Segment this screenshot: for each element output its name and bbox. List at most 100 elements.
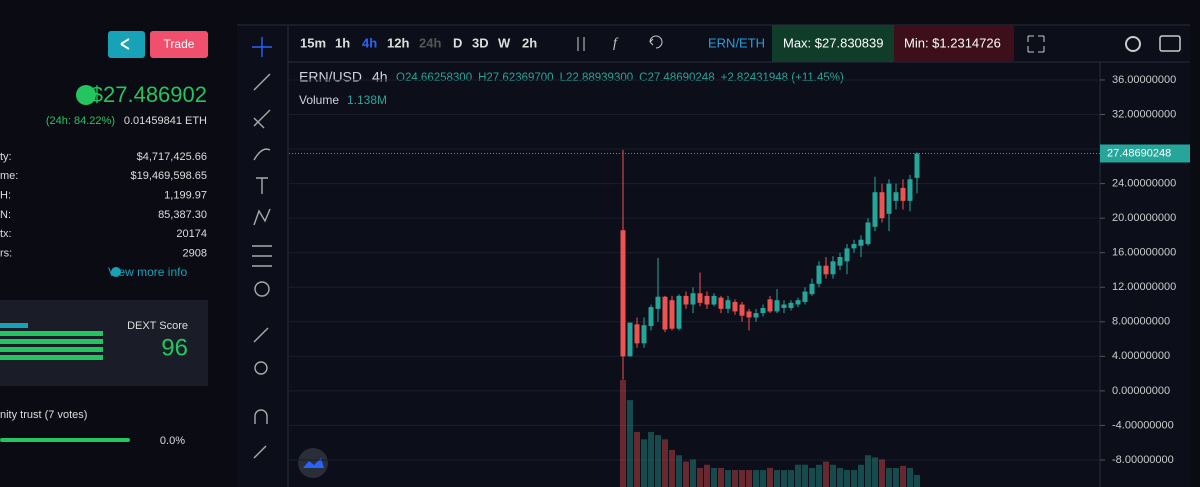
candle-body — [634, 324, 640, 344]
volume-bar — [767, 467, 773, 487]
candle-body — [725, 300, 731, 309]
volume-bar — [893, 467, 899, 487]
volume-bar — [683, 461, 689, 487]
score-bar — [0, 347, 103, 352]
y-tick-label: -4.00000000 — [1112, 419, 1174, 431]
y-tick-label: -8.00000000 — [1112, 454, 1174, 466]
volume-value: 1.138M — [347, 93, 387, 107]
volume-bar — [627, 400, 633, 487]
interval-button[interactable]: 15m — [300, 35, 326, 50]
volume-bar — [816, 464, 822, 487]
trade-button[interactable] — [150, 31, 208, 58]
settings-icon[interactable] — [1125, 36, 1141, 52]
brush-tool[interactable] — [253, 148, 271, 161]
volume-bar — [697, 467, 703, 487]
symbol: ERN/USD — [299, 69, 362, 85]
candle-body — [718, 297, 724, 309]
emoji-tool[interactable] — [254, 281, 270, 297]
candle-body — [893, 192, 899, 201]
stat-label: me: — [0, 170, 18, 182]
zoom-tool[interactable] — [254, 361, 268, 375]
ruler-tool[interactable] — [253, 327, 269, 343]
chart-type-icon[interactable] — [577, 37, 585, 51]
info-icon — [111, 267, 121, 277]
volume-bar — [837, 467, 843, 487]
magnet-tool[interactable] — [254, 409, 268, 424]
candle-body — [781, 304, 787, 308]
candle-body — [620, 230, 626, 357]
stat-label: rs: — [0, 247, 12, 259]
y-tick-label: 4.00000000 — [1112, 350, 1170, 362]
volume-bar — [746, 470, 752, 487]
candle-body — [802, 291, 808, 302]
text-tool[interactable] — [256, 177, 268, 194]
volume-bar — [725, 470, 731, 487]
interval-button[interactable]: 24h — [419, 35, 441, 50]
stat-label: N: — [0, 209, 11, 221]
interval-button[interactable]: 2h — [522, 35, 537, 50]
volume-bar — [858, 464, 864, 487]
interval-button[interactable]: 1h — [335, 35, 350, 50]
volume-bar — [753, 470, 759, 487]
pair[interactable]: ERN/ETH — [708, 35, 765, 50]
candle-body — [732, 301, 738, 312]
share-button[interactable] — [108, 31, 145, 58]
stat-label: ty: — [0, 151, 12, 163]
trust-label: nity trust (7 votes) — [0, 409, 87, 421]
y-tick-label: 16.00000000 — [1112, 247, 1176, 259]
candle-body — [767, 299, 773, 312]
interval-button[interactable]: D — [453, 35, 462, 50]
fib-tool[interactable] — [253, 109, 271, 129]
volume-bar — [739, 470, 745, 487]
volume-bar — [844, 470, 850, 487]
pattern-tool[interactable] — [253, 208, 271, 226]
more-info[interactable]: View more info — [108, 265, 187, 279]
interval-button[interactable]: 4h — [362, 35, 377, 50]
change: (24h: 84.22%) — [46, 115, 115, 127]
drawing-tools — [252, 37, 272, 459]
volume-bar — [851, 470, 857, 487]
volume-bar — [830, 464, 836, 487]
stat-value: 2908 — [183, 247, 207, 259]
candle-body — [683, 295, 689, 305]
volume-bar — [732, 470, 738, 487]
candle-body — [823, 265, 829, 275]
stat-label: H: — [0, 190, 11, 202]
ohlc-label: C27.48690248 — [639, 72, 714, 84]
stat-label: tx: — [0, 228, 12, 240]
candle-body — [886, 183, 892, 214]
y-tick-label: 8.00000000 — [1112, 316, 1170, 328]
candle-body — [627, 322, 633, 357]
interval-button[interactable]: W — [498, 35, 511, 50]
volume-bar — [760, 470, 766, 487]
candle-body — [914, 153, 920, 178]
volume-bar — [872, 457, 878, 487]
volume-bar — [648, 431, 654, 487]
crosshair-tool[interactable] — [252, 37, 272, 57]
interval-button[interactable]: 3D — [472, 35, 489, 50]
camera-icon[interactable] — [1159, 35, 1181, 52]
candle-body — [662, 296, 668, 330]
volume-bar — [900, 465, 906, 487]
candle-body — [704, 295, 710, 305]
lock-tool[interactable] — [253, 445, 267, 459]
undo-icon[interactable] — [649, 35, 663, 49]
line-tool[interactable] — [253, 73, 271, 91]
y-tick-label: 20.00000000 — [1112, 212, 1176, 224]
fullscreen-icon[interactable] — [1027, 35, 1045, 53]
candle-body — [655, 296, 661, 309]
forecast-tool[interactable] — [252, 245, 272, 267]
volume-bar — [907, 467, 913, 487]
stat-value: $19,469,598.65 — [131, 170, 207, 182]
indicators-icon[interactable]: f — [613, 36, 619, 51]
logo-icon — [303, 458, 324, 468]
candle-body — [746, 311, 752, 318]
score-title: DEXT Score — [127, 320, 188, 332]
interval-button[interactable]: 12h — [387, 35, 409, 50]
volume-bar — [718, 467, 724, 487]
volume-bar — [676, 455, 682, 487]
candle-body — [900, 187, 906, 201]
volume-bar — [781, 470, 787, 487]
chart-panel — [237, 25, 1190, 487]
